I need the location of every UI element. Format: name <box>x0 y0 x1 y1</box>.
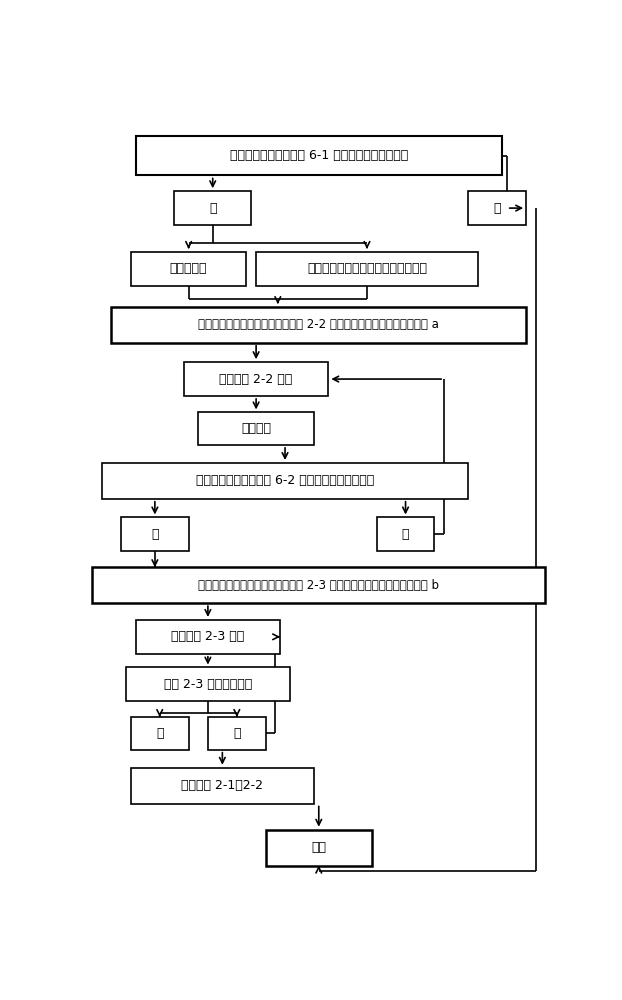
Text: 否: 否 <box>493 202 501 215</box>
Text: 是: 是 <box>209 202 216 215</box>
FancyBboxPatch shape <box>111 307 526 343</box>
Text: 结束: 结束 <box>311 841 327 854</box>
FancyBboxPatch shape <box>121 517 188 551</box>
Text: 关闭阀门 2-1、2-2: 关闭阀门 2-1、2-2 <box>182 779 263 792</box>
Text: 是: 是 <box>156 727 164 740</box>
Text: 温差发电区域处热端温度关于阀门 2-3 开度和进气口温度的函数表达式 b: 温差发电区域处热端温度关于阀门 2-3 开度和进气口温度的函数表达式 b <box>198 579 439 592</box>
Text: 温差发电区域处热端温度关于阀门 2-2 开度和进气口温度的函数表达式 a: 温差发电区域处热端温度关于阀门 2-2 开度和进气口温度的函数表达式 a <box>198 318 439 331</box>
FancyBboxPatch shape <box>131 768 314 804</box>
Text: 否: 否 <box>233 727 241 740</box>
FancyBboxPatch shape <box>174 191 251 225</box>
FancyBboxPatch shape <box>266 830 372 866</box>
FancyBboxPatch shape <box>184 362 328 396</box>
Text: 是否接近温差发电装置 6-2 热端可承受的最大温度: 是否接近温差发电装置 6-2 热端可承受的最大温度 <box>196 474 374 487</box>
Text: 控制阀门 2-2 开度: 控制阀门 2-2 开度 <box>220 373 293 386</box>
Text: 是否接近温差发电装置 6-1 热端可承受的最大温度: 是否接近温差发电装置 6-1 热端可承受的最大温度 <box>230 149 408 162</box>
FancyBboxPatch shape <box>136 136 502 175</box>
FancyBboxPatch shape <box>92 567 545 603</box>
Text: 否: 否 <box>402 528 409 541</box>
Text: 控制阀门 2-3 开度: 控制阀门 2-3 开度 <box>171 630 244 643</box>
FancyBboxPatch shape <box>208 717 266 750</box>
FancyBboxPatch shape <box>136 620 280 654</box>
FancyBboxPatch shape <box>256 252 478 286</box>
FancyBboxPatch shape <box>126 667 290 701</box>
Text: 温差发电材料热端可承受的最大温度: 温差发电材料热端可承受的最大温度 <box>307 262 427 275</box>
Text: 阀门 2-3 是否完全打开: 阀门 2-3 是否完全打开 <box>164 678 252 691</box>
Text: 分流尾气: 分流尾气 <box>241 422 271 435</box>
FancyBboxPatch shape <box>102 463 468 499</box>
FancyBboxPatch shape <box>131 717 188 750</box>
Text: 进气口温度: 进气口温度 <box>170 262 207 275</box>
FancyBboxPatch shape <box>198 412 314 445</box>
FancyBboxPatch shape <box>131 252 246 286</box>
Text: 是: 是 <box>151 528 159 541</box>
FancyBboxPatch shape <box>377 517 435 551</box>
FancyBboxPatch shape <box>468 191 526 225</box>
